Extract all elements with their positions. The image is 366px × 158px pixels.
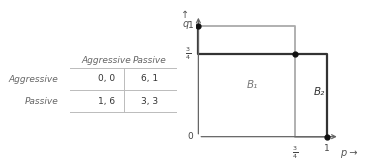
Text: $\frac{3}{4}$: $\frac{3}{4}$ <box>185 45 191 62</box>
Text: Passive: Passive <box>25 97 59 106</box>
Text: 0: 0 <box>187 132 193 141</box>
Text: ↑: ↑ <box>182 10 190 20</box>
Text: Aggressive: Aggressive <box>81 56 131 64</box>
Text: 3, 3: 3, 3 <box>142 97 158 106</box>
Text: B₂: B₂ <box>314 87 325 97</box>
Text: 1: 1 <box>187 21 193 30</box>
Text: 6, 1: 6, 1 <box>142 75 158 83</box>
Text: p →: p → <box>340 148 357 158</box>
Text: 1: 1 <box>324 144 330 153</box>
Text: B₁: B₁ <box>247 80 258 90</box>
Text: 1, 6: 1, 6 <box>98 97 115 106</box>
Text: q: q <box>182 19 188 29</box>
Text: 0, 0: 0, 0 <box>98 75 115 83</box>
Text: Aggressive: Aggressive <box>9 75 59 83</box>
Text: $\frac{3}{4}$: $\frac{3}{4}$ <box>292 144 298 158</box>
Text: Passive: Passive <box>133 56 167 64</box>
